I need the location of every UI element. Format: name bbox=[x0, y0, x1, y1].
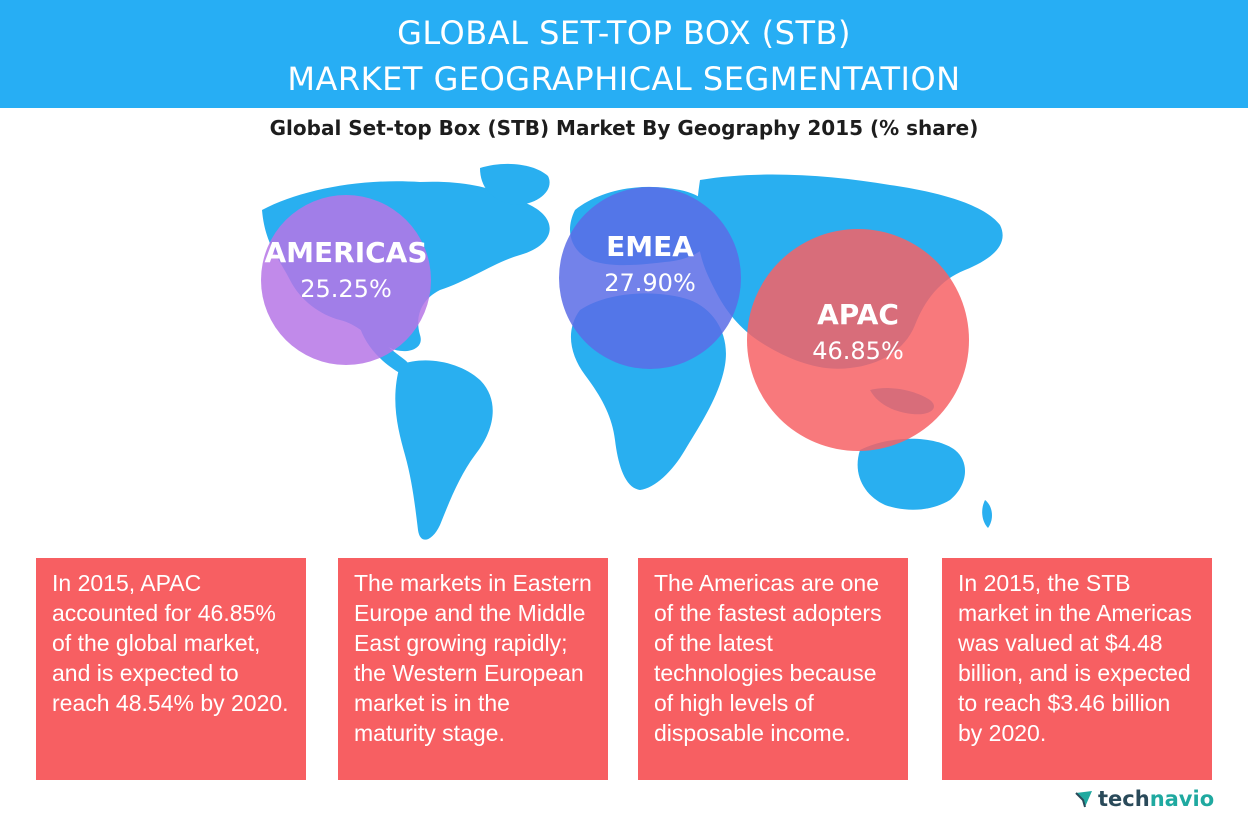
region-share-apac: 46.85% bbox=[812, 337, 904, 365]
region-name-apac: APAC bbox=[817, 298, 899, 331]
south-america-shape bbox=[395, 360, 493, 540]
banner-title-line-2: MARKET GEOGRAPHICAL SEGMENTATION bbox=[287, 60, 961, 98]
region-name-americas: AMERICAS bbox=[264, 236, 428, 269]
bubble-apac bbox=[747, 229, 969, 451]
world-map-svg bbox=[261, 163, 1003, 540]
bubble-americas bbox=[261, 195, 431, 365]
bubble-emea bbox=[559, 187, 741, 369]
world-map bbox=[0, 150, 1248, 560]
australia-shape bbox=[857, 438, 966, 510]
info-card-americas-value: In 2015, the STB market in the Americas … bbox=[942, 558, 1212, 780]
wordmark-suffix: navio bbox=[1149, 787, 1215, 811]
label-apac: APAC 46.85% bbox=[774, 298, 942, 365]
region-name-emea: EMEA bbox=[606, 230, 694, 263]
info-card-americas-tech: The Americas are one of the fastest adop… bbox=[638, 558, 908, 780]
region-share-americas: 25.25% bbox=[300, 275, 392, 303]
header-banner: GLOBAL SET-TOP BOX (STB) MARKET GEOGRAPH… bbox=[0, 0, 1248, 108]
technavio-logo-icon bbox=[1075, 791, 1092, 808]
technavio-wordmark: technavio bbox=[1098, 787, 1214, 811]
label-americas: AMERICAS 25.25% bbox=[262, 236, 430, 303]
info-card-emea: The markets in Eastern Europe and the Mi… bbox=[338, 558, 608, 780]
info-card-apac: In 2015, APAC accounted for 46.85% of th… bbox=[36, 558, 306, 780]
label-emea: EMEA 27.90% bbox=[566, 230, 734, 297]
share-bubbles bbox=[261, 187, 969, 451]
wordmark-prefix: tech bbox=[1098, 787, 1150, 811]
technavio-logo: technavio bbox=[1074, 786, 1214, 812]
region-share-emea: 27.90% bbox=[604, 269, 696, 297]
new-zealand-shape bbox=[982, 500, 992, 528]
banner-title-line-1: GLOBAL SET-TOP BOX (STB) bbox=[397, 14, 851, 52]
chart-title: Global Set-top Box (STB) Market By Geogr… bbox=[269, 116, 979, 140]
greenland-shape bbox=[480, 163, 550, 205]
